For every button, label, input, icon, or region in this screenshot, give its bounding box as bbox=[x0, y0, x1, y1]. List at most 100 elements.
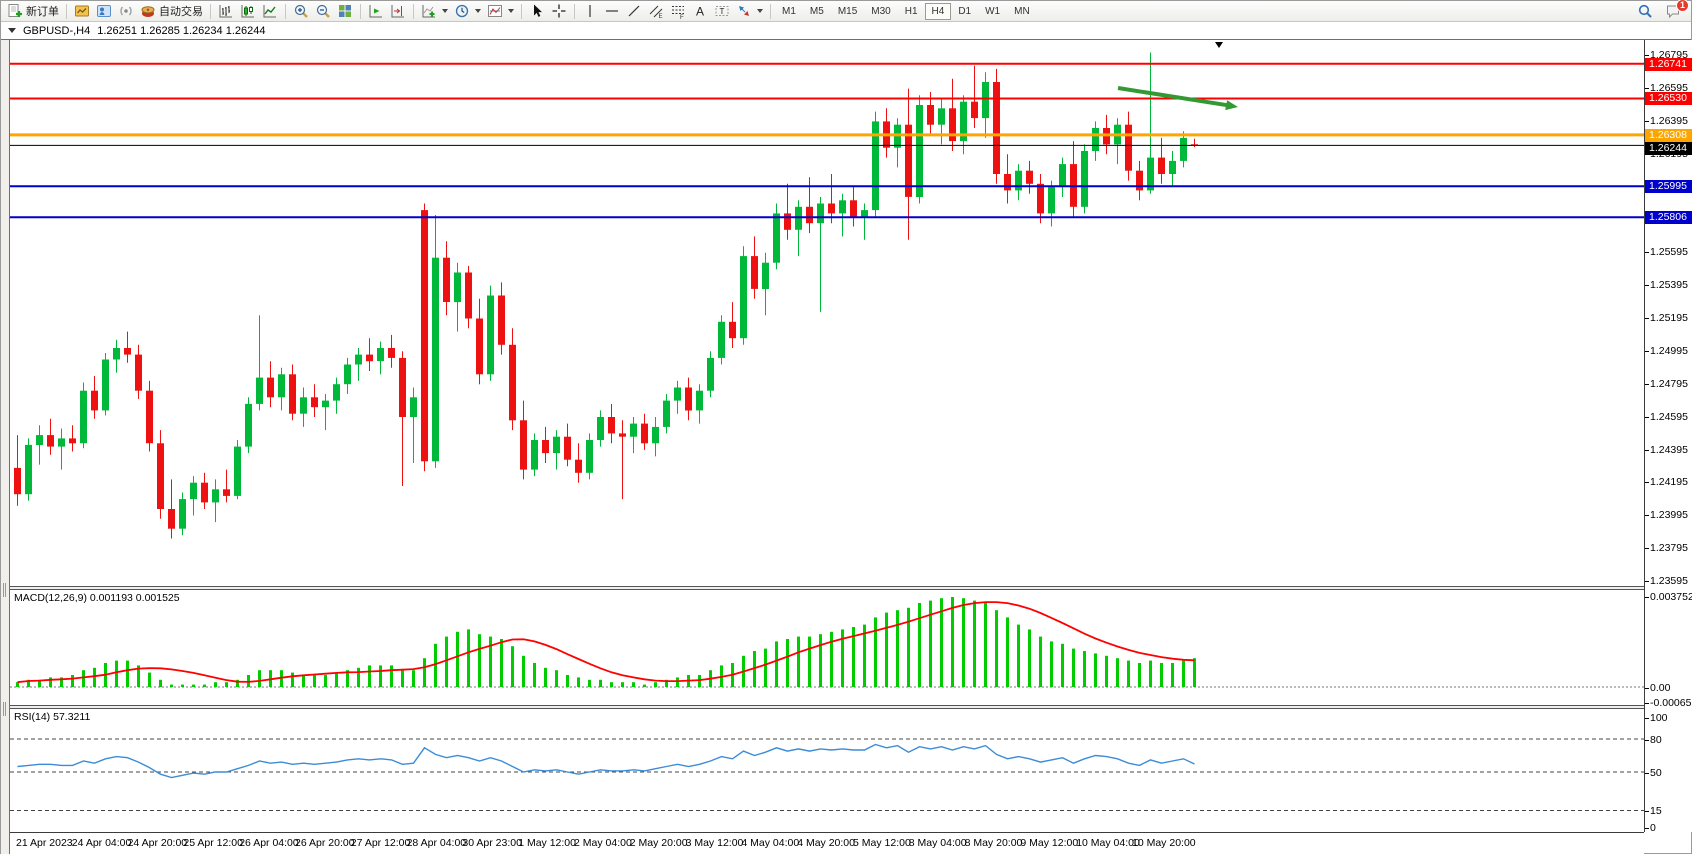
axis-tick-mark bbox=[1645, 482, 1649, 484]
timeframe-d1-button[interactable]: D1 bbox=[958, 5, 972, 17]
tile-windows-button[interactable] bbox=[334, 2, 356, 21]
toolbar-separator bbox=[574, 3, 575, 19]
trendline-tool-button[interactable] bbox=[623, 2, 645, 21]
pane-splitter-grip[interactable] bbox=[3, 583, 6, 597]
svg-text:T: T bbox=[720, 7, 725, 16]
zoom-in-icon bbox=[294, 4, 308, 18]
window-left-frame bbox=[1, 40, 10, 854]
search-icon bbox=[1638, 4, 1652, 18]
new-order-button[interactable]: 新订单 bbox=[4, 2, 62, 21]
toolbar-separator bbox=[521, 3, 522, 19]
timeframe-m1-button[interactable]: M1 bbox=[782, 5, 796, 17]
line-chart-button[interactable] bbox=[259, 2, 281, 21]
new-chart-button[interactable] bbox=[71, 2, 93, 21]
periods-button[interactable] bbox=[451, 2, 484, 21]
chart-ohlc-values: 1.26251 1.26285 1.26234 1.26244 bbox=[97, 24, 266, 37]
hline-price-badge: 1.26530 bbox=[1645, 92, 1692, 106]
macd-indicator-pane[interactable]: MACD(12,26,9) 0.001193 0.001525 bbox=[10, 590, 1644, 705]
zoom-out-button[interactable] bbox=[312, 2, 334, 21]
rsi-indicator-pane[interactable]: RSI(14) 57.3211 bbox=[10, 709, 1644, 832]
search-button[interactable] bbox=[1634, 2, 1656, 21]
one-click-trading-collapse-icon[interactable] bbox=[8, 28, 16, 33]
price-tick-label: 1.24995 bbox=[1650, 345, 1688, 357]
time-tick-label: 4 May 04:00 bbox=[741, 837, 800, 849]
notification-count-badge: 1 bbox=[1676, 0, 1689, 12]
pane-splitter[interactable] bbox=[10, 586, 1692, 590]
pane-splitter-grip[interactable] bbox=[3, 702, 6, 716]
indicators-button[interactable] bbox=[418, 2, 451, 21]
arrows-tool-button[interactable] bbox=[733, 2, 766, 21]
pane-splitter[interactable] bbox=[10, 705, 1692, 709]
axis-tick-mark bbox=[1645, 55, 1649, 57]
macd-tick-label: 0.00 bbox=[1650, 681, 1671, 694]
timeframe-w1-button[interactable]: W1 bbox=[985, 5, 1001, 17]
autotrading-icon bbox=[141, 6, 155, 17]
macd-label: MACD(12,26,9) 0.001193 0.001525 bbox=[14, 592, 180, 604]
candlestick-chart[interactable] bbox=[10, 40, 1644, 586]
time-tick-label: 4 May 20:00 bbox=[797, 837, 855, 849]
toolbar-separator bbox=[285, 3, 286, 19]
macd-tick-label: 0.003752 bbox=[1650, 591, 1692, 604]
clock-icon bbox=[455, 4, 469, 18]
timeframe-m15-button[interactable]: M15 bbox=[837, 5, 858, 17]
axis-tick-mark bbox=[1645, 703, 1649, 705]
time-tick-label: 10 May 20:00 bbox=[1132, 837, 1196, 849]
time-tick-label: 8 May 20:00 bbox=[964, 837, 1023, 849]
fibonacci-tool-button[interactable]: F bbox=[667, 2, 689, 21]
time-tick-label: 25 Apr 12:00 bbox=[183, 837, 243, 849]
auto-scroll-button[interactable] bbox=[365, 2, 387, 21]
zoom-in-button[interactable] bbox=[290, 2, 312, 21]
axis-tick-mark bbox=[1645, 285, 1649, 287]
axis-tick-mark bbox=[1645, 88, 1649, 90]
time-tick-label: 27 Apr 12:00 bbox=[350, 837, 411, 849]
timeframe-m30-button[interactable]: M30 bbox=[871, 5, 891, 17]
text-tool-button[interactable]: A bbox=[689, 2, 711, 21]
chart-shift-marker bbox=[1215, 42, 1223, 48]
axis-tick-mark bbox=[1645, 687, 1649, 689]
tile-windows-icon bbox=[339, 5, 351, 17]
cursor-tool-button[interactable] bbox=[526, 2, 548, 21]
axis-tick-mark bbox=[1645, 318, 1649, 320]
time-tick-label: 26 Apr 04:00 bbox=[239, 837, 299, 849]
toolbar-separator bbox=[360, 3, 361, 19]
autotrading-button[interactable]: 自动交易 bbox=[137, 2, 206, 21]
toolbar-separator bbox=[210, 3, 211, 19]
axis-tick-mark bbox=[1645, 121, 1649, 123]
timeframe-h4-button[interactable]: H4 bbox=[924, 2, 952, 20]
vertical-line-tool-button[interactable] bbox=[579, 2, 601, 21]
profiles-button[interactable] bbox=[93, 2, 115, 21]
templates-button[interactable] bbox=[484, 2, 517, 21]
axis-tick-mark bbox=[1645, 252, 1649, 254]
rsi-tick-label: 100 bbox=[1650, 711, 1668, 724]
timeframe-m5-button[interactable]: M5 bbox=[809, 5, 824, 17]
horizontal-line-tool-button[interactable] bbox=[601, 2, 623, 21]
price-tick-label: 1.24595 bbox=[1650, 410, 1688, 423]
axis-tick-mark bbox=[1645, 351, 1649, 352]
candlestick-icon bbox=[241, 5, 254, 18]
auto-scroll-icon bbox=[369, 5, 382, 18]
timeframe-h1-button[interactable]: H1 bbox=[904, 5, 918, 17]
timeframe-mn-button[interactable]: MN bbox=[1014, 5, 1030, 17]
price-tick-label: 1.23795 bbox=[1650, 542, 1688, 555]
bar-chart-button[interactable] bbox=[215, 2, 237, 21]
channel-tool-button[interactable]: E bbox=[645, 2, 667, 21]
price-tick-label: 1.23995 bbox=[1650, 509, 1688, 522]
price-chart-pane[interactable] bbox=[10, 40, 1644, 586]
price-tick-label: 1.25195 bbox=[1650, 312, 1688, 325]
time-axis[interactable]: 21 Apr 2023 24 Apr 04:00 24 Apr 20:00 25 Ap… bbox=[10, 832, 1644, 854]
crosshair-tool-button[interactable] bbox=[548, 2, 570, 21]
macd-chart[interactable] bbox=[10, 590, 1644, 705]
price-axis[interactable]: 1.267951.265951.263951.261951.259951.257… bbox=[1644, 40, 1692, 834]
new-order-icon bbox=[8, 4, 22, 17]
notifications-button[interactable]: 1 bbox=[1662, 0, 1689, 21]
new-order-label: 新订单 bbox=[26, 6, 59, 18]
text-label-tool-button[interactable]: T bbox=[711, 2, 733, 21]
rsi-chart[interactable] bbox=[10, 709, 1644, 832]
signals-button[interactable] bbox=[115, 2, 137, 21]
axis-tick-mark bbox=[1645, 827, 1649, 829]
time-tick-label: 9 May 12:00 bbox=[1020, 837, 1079, 849]
cursor-icon bbox=[534, 4, 542, 17]
chart-shift-button[interactable] bbox=[387, 2, 409, 21]
hline-price-badge: 1.26308 bbox=[1645, 128, 1692, 142]
candlestick-button[interactable] bbox=[237, 2, 259, 21]
